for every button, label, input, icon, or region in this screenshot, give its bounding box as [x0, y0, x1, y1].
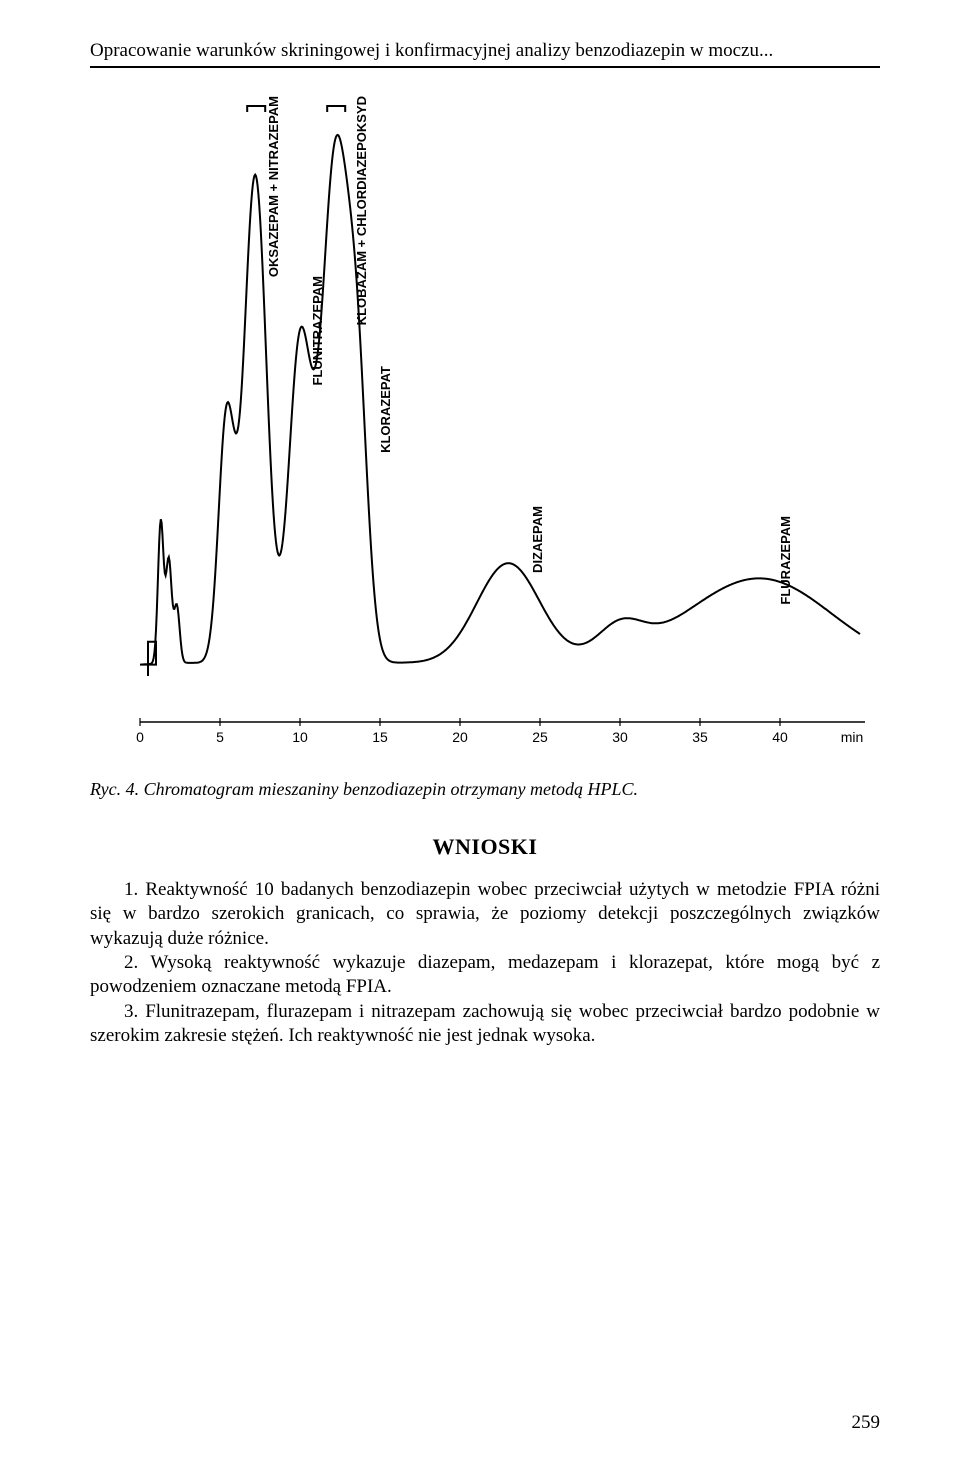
axis-tick-label: 10 [292, 729, 308, 745]
axis-tick-label: 20 [452, 729, 468, 745]
x-axis: 0 5 10 15 20 25 30 35 40 min [90, 716, 870, 761]
peak-label: KLOBAZAM + CHLORDIAZEPOKSYD [354, 96, 369, 325]
page-number: 259 [852, 1412, 881, 1434]
chromatogram-svg: OKSAZEPAM + NITRAZEPAM FLUNITRAZEPAM KLOBA… [90, 86, 870, 706]
conclusion-1: 1. Reaktywność 10 badanych benzodiazepin… [90, 878, 880, 951]
axis-unit-label: min [841, 729, 864, 745]
figure-caption: Ryc. 4. Chromatogram mieszaniny benzodia… [90, 779, 880, 800]
peak-label: DIZAEPAM [530, 506, 545, 573]
figure-caption-prefix: Ryc. 4. [90, 779, 144, 799]
section-heading: WNIOSKI [90, 834, 880, 860]
chromatogram-trace [140, 135, 860, 676]
peak-label: FLUNITRAZEPAM [310, 276, 325, 386]
peak-label: KLORAZEPAT [378, 366, 393, 453]
peak-label: OKSAZEPAM + NITRAZEPAM [266, 96, 281, 277]
axis-tick-label: 35 [692, 729, 708, 745]
axis-tick-label: 15 [372, 729, 388, 745]
peak-cap [247, 106, 265, 112]
axis-tick-label: 5 [216, 729, 224, 745]
page: Opracowanie warunków skriningowej i konf… [0, 0, 960, 1464]
axis-tick-label: 30 [612, 729, 628, 745]
axis-tick-label: 0 [136, 729, 144, 745]
conclusion-3: 3. Flunitrazepam, flurazepam i nitrazepa… [90, 1000, 880, 1049]
peak-label: FLURAZEPAM [778, 516, 793, 605]
axis-tick-label: 25 [532, 729, 548, 745]
conclusion-2: 2. Wysoką reaktywność wykazuje diazepam,… [90, 951, 880, 1000]
running-head: Opracowanie warunków skriningowej i konf… [90, 40, 880, 68]
x-axis-svg: 0 5 10 15 20 25 30 35 40 min [90, 716, 870, 756]
peak-cap [327, 106, 345, 112]
figure-caption-body: Chromatogram mieszaniny benzodiazepin ot… [144, 779, 638, 799]
axis-tick-label: 40 [772, 729, 788, 745]
chromatogram-figure: OKSAZEPAM + NITRAZEPAM FLUNITRAZEPAM KLOBA… [90, 86, 870, 706]
